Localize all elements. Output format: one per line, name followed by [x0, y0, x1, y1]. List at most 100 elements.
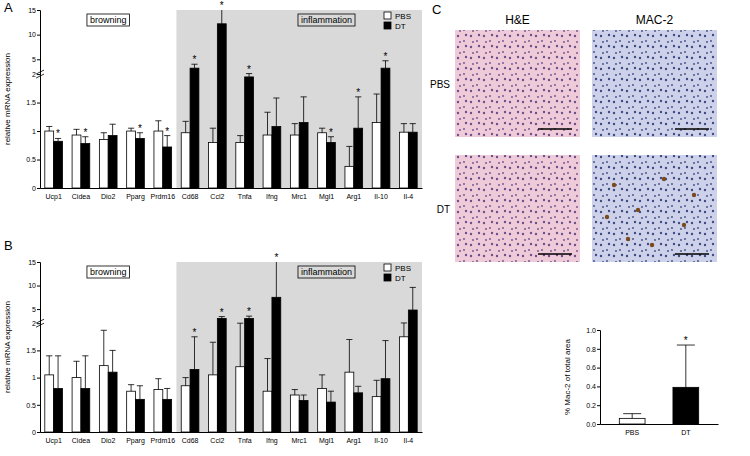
significance: * [220, 307, 224, 318]
bar [408, 310, 417, 432]
bar [99, 140, 108, 188]
tick: 15 [28, 259, 40, 266]
tick-label: 1.0 [586, 327, 596, 334]
error-bar [273, 98, 279, 126]
tick-mark [37, 131, 40, 132]
error-bar [237, 323, 243, 367]
scale-bar [538, 128, 572, 130]
error-bar [355, 386, 361, 393]
tick: 0.5 [26, 402, 40, 409]
tick-label: 0.5 [26, 156, 36, 163]
row-header: DT [437, 204, 450, 215]
error-bar [623, 414, 641, 419]
axis-line [597, 331, 601, 425]
tick-mark [37, 350, 40, 351]
error-bar [237, 136, 243, 143]
bar [108, 372, 117, 432]
tick: Ucp1 [45, 188, 61, 201]
bar [108, 136, 117, 188]
bar [127, 391, 136, 432]
tick: 0 [32, 185, 40, 192]
break-mark [36, 70, 44, 74]
tick-mark [37, 188, 40, 189]
tick: 1.5 [26, 99, 40, 106]
error-bar [101, 330, 107, 365]
error-bar [164, 388, 170, 399]
tick-label: Tnfa [238, 193, 252, 200]
tick: Cd68 [182, 188, 199, 200]
tick-mark [37, 286, 40, 287]
bar [263, 135, 272, 188]
tick: Cidea [72, 432, 90, 444]
legend-item: PBS [384, 12, 411, 21]
error-bar [73, 129, 79, 135]
bar [45, 375, 54, 432]
tick-label: Prdm16 [151, 193, 176, 200]
tick-label: Pparg [126, 437, 145, 445]
bar-chart: 00.511.5251015Ucp1CideaDio2PpargPrdm16Cd… [3, 0, 423, 201]
tick-mark [597, 386, 600, 387]
bar [245, 77, 254, 188]
error-bar [382, 61, 388, 68]
tick: Arg1 [346, 432, 361, 445]
tick: Mgl1 [319, 432, 334, 445]
y-axis-title: relative mRNA expression [3, 301, 12, 393]
tick: Tnfa [238, 432, 252, 444]
x-axis: Ucp1CideaDio2PpargPrdm16Cd68Ccl2TnfaIfng… [41, 432, 423, 445]
tick-mark [37, 10, 40, 11]
tick: 1.5 [26, 347, 40, 354]
axis-break [36, 319, 44, 327]
error-bar [55, 356, 61, 389]
column-header: MAC-2 [636, 13, 674, 27]
significance: * [684, 335, 688, 346]
tick: 0.0 [586, 421, 600, 428]
bar [181, 386, 190, 432]
micrographs: H&EMAC-2PBSDT [430, 13, 717, 262]
error-bar [73, 361, 79, 377]
tick-label: 2 [32, 320, 36, 327]
tick-label: 5 [32, 306, 36, 313]
tick-mark [37, 432, 40, 433]
legend-item: PBS [384, 264, 411, 273]
error-bar [210, 128, 216, 142]
bar [327, 142, 336, 188]
legend-swatch [384, 274, 391, 281]
error-bar [301, 395, 307, 400]
group-label: inflammation [298, 266, 355, 278]
group-label-text: inflammation [301, 15, 352, 25]
error-bar [155, 121, 161, 131]
tick-label: 0.5 [26, 402, 36, 409]
error-bar [82, 137, 88, 144]
tick-label: 1.5 [26, 347, 36, 354]
legend: PBSDT [384, 12, 411, 31]
row-header: PBS [430, 79, 450, 90]
tick-label: Dio2 [101, 437, 116, 444]
legend-label: PBS [395, 12, 411, 21]
tick: Prdm16 [151, 188, 176, 200]
stain-spot [650, 243, 654, 247]
bar [400, 132, 409, 188]
bar [318, 388, 327, 432]
bar [81, 388, 90, 432]
tick: Pparg [126, 188, 145, 201]
tick: 0.5 [26, 156, 40, 163]
group-shade [176, 262, 422, 432]
group-label-text: inflammation [301, 267, 352, 277]
micrograph [455, 30, 580, 137]
tick-label: Cd68 [182, 193, 199, 200]
bar [54, 388, 63, 432]
tick-label: Cidea [72, 193, 90, 200]
tick-label: PBS [625, 429, 639, 436]
micrograph [592, 155, 717, 262]
bar-chart: 00.511.5251015Ucp1CideaDio2PpargPrdm16Cd… [3, 252, 423, 445]
tick-label: Ucp1 [45, 193, 61, 201]
tick-label: 0.0 [586, 421, 596, 428]
error-bar [210, 342, 216, 375]
break-mark [36, 319, 44, 323]
bar [72, 378, 81, 432]
tick: Pparg [126, 432, 145, 445]
tick-mark [37, 74, 40, 75]
tick-mark [597, 405, 600, 406]
axis-break [36, 70, 44, 78]
tick: 15 [28, 7, 40, 14]
